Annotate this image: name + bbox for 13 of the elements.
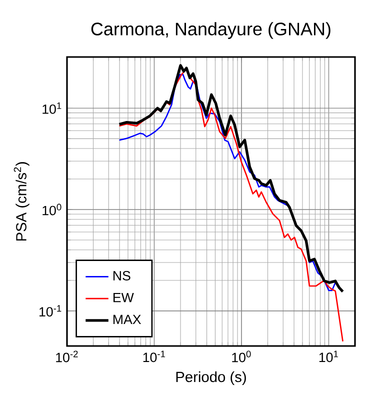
legend-label: NS [113,271,130,280]
x-tick-label: 10$^{-2}$ [56,350,78,362]
legend-label: EW [113,292,134,302]
chart-title: Carmona, Nandayure (GNAN) [91,22,330,39]
legend-label: MAX [113,314,142,324]
x-tick-label: 10$^{-1}$ [143,350,166,362]
x-axis-title: Periodo (s) [176,371,246,386]
y-tick-label: 10$^{-1}$ [40,305,62,317]
y-axis-title: PSA (cm/s$^{2}$) [14,162,30,241]
x-tick-label: 10$^{0}$ [232,350,251,362]
x-tick-label: 10$^{1}$ [319,350,338,362]
y-tick-label: 10$^{1}$ [42,102,62,114]
y-tick-label: 10$^{0}$ [42,204,62,216]
